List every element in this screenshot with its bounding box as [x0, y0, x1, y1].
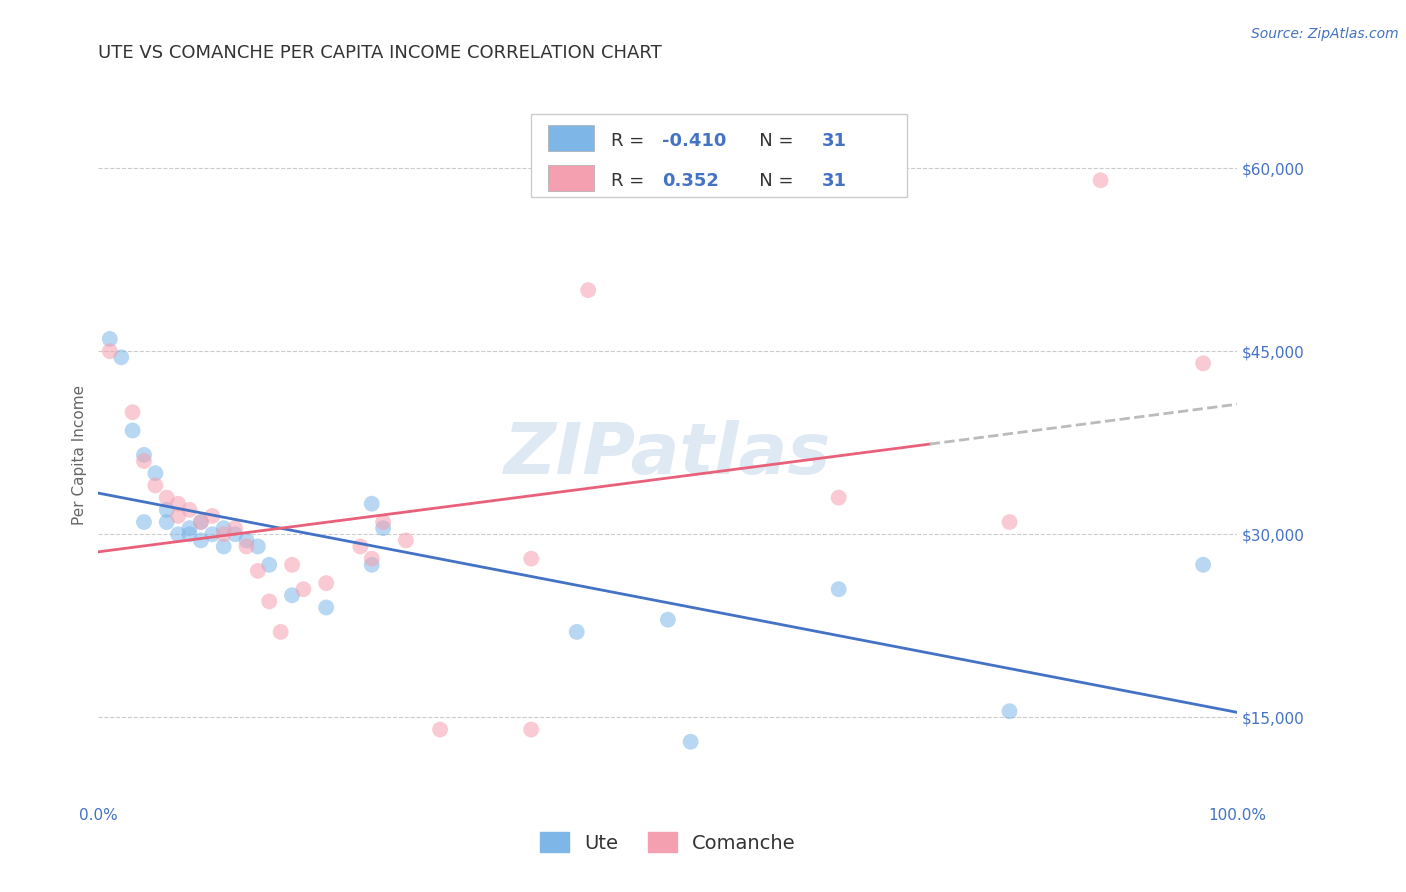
Point	[156, 503, 179, 517]
Point	[360, 497, 382, 511]
Point	[520, 551, 543, 566]
Point	[132, 448, 155, 462]
Point	[246, 564, 269, 578]
Point	[371, 521, 394, 535]
Point	[121, 424, 143, 438]
Point	[98, 344, 121, 359]
Point	[270, 624, 292, 639]
FancyBboxPatch shape	[531, 114, 907, 197]
Point	[998, 515, 1021, 529]
Point	[828, 491, 851, 505]
Point	[167, 508, 190, 523]
Point	[429, 723, 451, 737]
Point	[360, 551, 382, 566]
Point	[235, 540, 257, 554]
Text: R =: R =	[612, 172, 655, 190]
Y-axis label: Per Capita Income: Per Capita Income	[72, 384, 87, 525]
Point	[201, 527, 224, 541]
Text: ZIPatlas: ZIPatlas	[505, 420, 831, 490]
Point	[145, 467, 167, 481]
Text: -0.410: -0.410	[662, 132, 727, 150]
Point	[315, 576, 337, 591]
Point	[190, 515, 212, 529]
Point	[315, 600, 337, 615]
Text: Source: ZipAtlas.com: Source: ZipAtlas.com	[1251, 27, 1399, 41]
Point	[657, 613, 679, 627]
Point	[246, 540, 269, 554]
Point	[145, 478, 167, 492]
Point	[179, 527, 201, 541]
Point	[395, 533, 418, 548]
Point	[281, 588, 304, 602]
Text: UTE VS COMANCHE PER CAPITA INCOME CORRELATION CHART: UTE VS COMANCHE PER CAPITA INCOME CORREL…	[98, 45, 662, 62]
Point	[212, 527, 235, 541]
Point	[1192, 356, 1215, 370]
Point	[167, 497, 190, 511]
Point	[292, 582, 315, 597]
Point	[371, 515, 394, 529]
Point	[224, 521, 246, 535]
Point	[121, 405, 143, 419]
Point	[520, 723, 543, 737]
Point	[1090, 173, 1112, 187]
Point	[259, 558, 281, 572]
Point	[156, 491, 179, 505]
Point	[201, 508, 224, 523]
Point	[998, 704, 1021, 718]
Point	[576, 283, 599, 297]
Text: 0.352: 0.352	[662, 172, 718, 190]
Point	[179, 521, 201, 535]
Point	[179, 503, 201, 517]
Point	[565, 624, 588, 639]
Point	[360, 558, 382, 572]
Point	[235, 533, 257, 548]
Text: N =: N =	[742, 132, 799, 150]
Point	[259, 594, 281, 608]
Point	[190, 533, 212, 548]
Legend: Ute, Comanche: Ute, Comanche	[530, 822, 806, 863]
Point	[167, 527, 190, 541]
Point	[132, 515, 155, 529]
Point	[132, 454, 155, 468]
Point	[212, 540, 235, 554]
Point	[828, 582, 851, 597]
Point	[349, 540, 371, 554]
Text: 31: 31	[821, 132, 846, 150]
Point	[1192, 558, 1215, 572]
Point	[281, 558, 304, 572]
Text: R =: R =	[612, 132, 650, 150]
Point	[156, 515, 179, 529]
Text: 31: 31	[821, 172, 846, 190]
Point	[98, 332, 121, 346]
FancyBboxPatch shape	[548, 165, 593, 192]
Point	[190, 515, 212, 529]
FancyBboxPatch shape	[548, 125, 593, 152]
Point	[110, 351, 132, 365]
Text: N =: N =	[742, 172, 799, 190]
Point	[679, 735, 702, 749]
Point	[224, 527, 246, 541]
Point	[212, 521, 235, 535]
